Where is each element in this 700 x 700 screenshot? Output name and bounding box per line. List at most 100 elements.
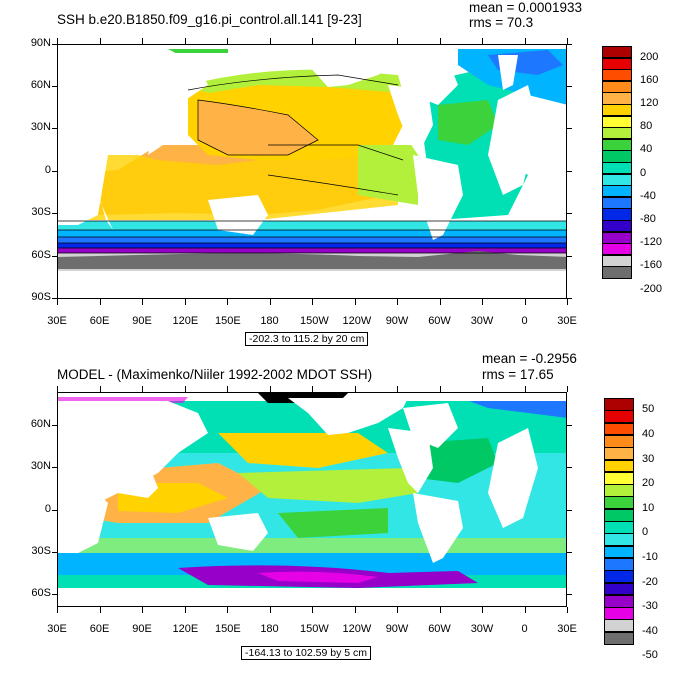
colorbar-label: 200 [640,50,659,63]
lon-tick-label: 30E [47,315,67,327]
lon-tick-mark [57,386,58,392]
lon-tick-mark [312,38,313,44]
colorbar-swatch [604,434,634,448]
lat-tick-label: 60N [30,79,51,91]
lon-tick-mark [184,386,186,392]
lon-tick-label: 90E [132,623,152,635]
lon-tick-mark [57,299,58,305]
lon-tick-mark [312,386,313,392]
lon-tick-mark [184,38,186,44]
lon-tick-mark [354,386,356,392]
lat-tick-label: 0 [44,503,51,515]
lat-tick-mark [567,467,572,468]
colorbar-swatch [604,570,634,584]
lon-tick-label: 120W [342,623,372,635]
lon-tick-mark [57,38,58,44]
lat-tick-label: 90S [31,291,51,303]
lon-tick-label: 90W [385,623,409,635]
lon-tick-mark [567,299,568,305]
lat-tick-label: 30N [30,460,51,472]
colorbar-swatch [602,80,632,93]
lat-tick-mark [52,425,57,426]
lat-tick-label: 60S [31,587,51,599]
colorbar-label: -10 [642,550,658,563]
lat-tick-mark [567,128,572,129]
lon-tick-mark [99,299,101,305]
colorbar-label: -120 [640,236,663,249]
panel-title: MODEL - (Maximenko/Niiler 1992-2002 MDOT… [57,367,373,382]
colorbar-swatch [602,231,632,244]
lon-tick-mark [482,38,483,44]
colorbar-swatch [604,508,634,522]
lat-tick-mark [52,256,57,257]
colorbar-swatch [602,208,632,221]
colorbar-swatch [604,410,634,424]
colorbar-swatch [602,46,632,59]
colorbar-label: 40 [642,427,655,440]
colorbar-swatch [604,619,634,633]
lat-tick-label: 30N [30,121,51,133]
colorbar-swatch [604,422,634,436]
lat-tick-mark [52,213,57,214]
lat-tick-label: 60N [30,418,51,430]
lon-tick-label: 120W [342,315,372,327]
colorbar-swatch [602,104,632,117]
colorbar-label: 30 [642,452,655,465]
lon-tick-label: 0 [521,315,528,327]
contour-range-label: -202.3 to 115.2 by 20 cm [245,332,369,346]
colorbar-label: -20 [642,575,658,588]
colorbar-swatch [602,57,632,70]
colorbar-label: -160 [640,259,663,272]
lat-tick-mark [52,128,57,129]
lon-tick-mark [482,386,483,392]
colorbar-label: -40 [640,189,656,202]
colorbar-swatch [604,459,634,473]
lon-tick-mark [354,38,356,44]
ssh-field-svg [58,45,566,298]
lat-tick-label: 60S [31,249,51,261]
rms-label: rms = 70.3 [469,15,534,30]
lon-tick-label: 60W [428,623,451,635]
colorbar-swatch [604,398,634,411]
lon-tick-label: 30W [470,623,494,635]
colorbar-swatch [602,254,632,267]
colorbar-swatch [604,484,634,497]
model-minus-obs-panel: MODEL - (Maximenko/Niiler 1992-2002 MDOT… [0,350,700,700]
lat-tick-mark [567,510,572,511]
lat-tick-mark [52,171,57,172]
lon-tick-mark [567,386,568,392]
lon-tick-mark [142,607,143,613]
lon-tick-mark [524,38,526,44]
lon-tick-label: 60W [428,315,451,327]
ssh-map [57,44,567,299]
lat-tick-label: 30S [31,545,51,557]
lat-tick-mark [567,425,572,426]
lon-tick-mark [439,386,441,392]
lon-tick-mark [269,607,271,613]
colorbar-swatch [604,557,634,571]
colorbar-swatch [604,471,634,485]
colorbar-swatch [602,92,632,105]
lat-tick-mark [567,86,572,87]
lon-tick-mark [99,38,101,44]
lat-tick-mark [52,594,57,595]
lat-tick-mark [52,467,57,468]
colorbar-swatch [604,521,634,534]
lon-tick-label: 30E [557,315,577,327]
rms-label: rms = 17.65 [482,367,554,382]
lon-tick-mark [142,299,143,305]
lat-tick-mark [52,510,57,511]
lon-tick-mark [227,607,228,613]
colorbar-swatch [604,607,634,620]
colorbar-label: -50 [642,649,658,662]
lat-tick-mark [52,44,57,45]
lon-tick-label: 90E [132,315,152,327]
lon-tick-mark [142,38,143,44]
colorbar-label: -40 [642,624,658,637]
lat-tick-mark [567,256,572,257]
lon-tick-label: 180 [260,315,279,327]
lon-tick-mark [99,607,101,613]
colorbar-swatch [602,115,632,128]
colorbar-swatch [604,496,634,510]
contour-range-label: -164.13 to 102.59 by 5 cm [241,646,371,660]
